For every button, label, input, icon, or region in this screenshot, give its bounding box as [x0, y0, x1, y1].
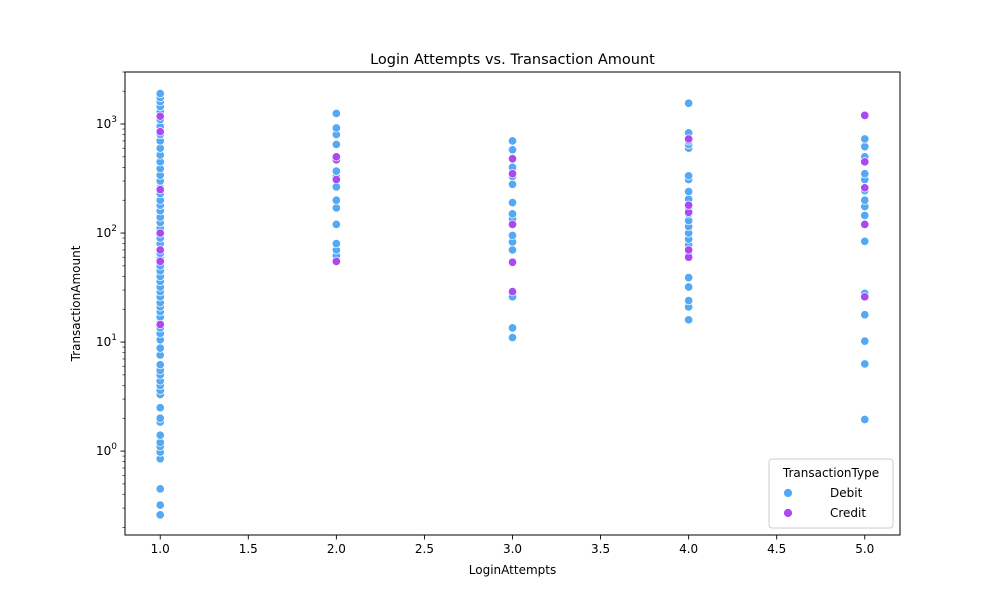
debit-point [507, 245, 518, 255]
y-tick-label: 100 [96, 442, 117, 458]
x-tick-label: 4.5 [767, 542, 786, 556]
x-axis-label: LoginAttempts [469, 563, 556, 577]
x-tick-label: 1.5 [239, 542, 258, 556]
debit-point [155, 360, 165, 370]
legend-box [768, 458, 894, 529]
legend-marker-debit [783, 488, 793, 498]
x-axis: 1.0 1.5 2.0 2.5 3.0 3.5 4.0 4.5 5.0 [151, 535, 874, 556]
credit-point [155, 256, 165, 266]
debit-point [860, 169, 870, 179]
debit-point [860, 359, 870, 369]
y-tick-label: 102 [96, 224, 117, 240]
y-tick-label: 101 [96, 333, 117, 349]
debit-point [860, 336, 870, 346]
debit-point [507, 136, 518, 146]
credit-point [331, 256, 341, 266]
credit-point [860, 219, 870, 229]
y-axis: 100 101 102 103 [96, 71, 125, 528]
legend-marker-credit [783, 508, 793, 518]
credit-point [507, 169, 518, 179]
debit-point [331, 166, 341, 176]
debit-point [331, 239, 341, 249]
credit-point [155, 185, 165, 195]
debit-point [860, 195, 870, 205]
y-axis-label: TransactionAmount [69, 245, 83, 362]
debit-point [331, 123, 341, 133]
credit-point [860, 292, 870, 302]
x-tick-label: 4.0 [679, 542, 698, 556]
credit-point [155, 228, 165, 238]
debit-point [331, 203, 341, 213]
debit-point [155, 89, 165, 99]
debit-point [684, 98, 694, 108]
debit-point [507, 179, 518, 189]
credit-point [860, 157, 870, 167]
credit-point [155, 127, 165, 137]
debit-point [860, 134, 870, 144]
credit-point [331, 152, 341, 162]
debit-point [155, 510, 165, 520]
debit-point [684, 296, 694, 306]
debit-point [331, 219, 341, 229]
x-tick-label: 1.0 [151, 542, 170, 556]
debit-point [507, 209, 518, 219]
legend: TransactionType Debit Credit [768, 458, 894, 529]
debit-point [684, 187, 694, 197]
x-tick-label: 3.5 [591, 542, 610, 556]
debit-point [860, 210, 870, 220]
debit-point [155, 343, 165, 353]
y-tick-label: 103 [96, 115, 117, 131]
debit-point [860, 310, 870, 320]
debit-point [507, 145, 518, 155]
debit-point [507, 323, 518, 333]
debit-point [155, 500, 165, 510]
debit-point [684, 315, 694, 325]
credit-point [684, 200, 694, 210]
debit-point [155, 413, 165, 423]
credit-point [684, 245, 694, 255]
debit-point [860, 414, 870, 425]
debit-point [860, 142, 870, 152]
debit-point [331, 139, 341, 149]
credit-point [331, 174, 341, 185]
credit-point [507, 219, 518, 229]
legend-label-debit: Debit [830, 486, 863, 500]
credit-point [155, 111, 165, 121]
legend-title: TransactionType [782, 466, 879, 480]
credit-point [507, 154, 518, 164]
x-tick-label: 2.0 [327, 542, 346, 556]
debit-point [684, 282, 694, 292]
credit-point [155, 245, 165, 255]
x-tick-label: 3.0 [503, 542, 522, 556]
credit-point [860, 110, 870, 120]
credit-point [507, 287, 518, 297]
debit-point [331, 195, 341, 205]
x-tick-label: 2.5 [415, 542, 434, 556]
chart-title: Login Attempts vs. Transaction Amount [370, 52, 655, 68]
debit-point [684, 171, 694, 181]
credit-point [684, 134, 694, 144]
debit-point [155, 430, 165, 440]
x-tick-label: 5.0 [855, 542, 874, 556]
debit-point [331, 108, 341, 118]
debit-point [507, 198, 518, 208]
points-layer [155, 89, 870, 520]
debit-point [507, 333, 518, 343]
credit-point [507, 257, 518, 267]
debit-point [684, 273, 694, 283]
debit-point [860, 236, 870, 246]
debit-point [155, 403, 165, 413]
debit-point [507, 230, 518, 241]
credit-point [860, 183, 870, 193]
credit-point [155, 319, 165, 330]
legend-label-credit: Credit [830, 506, 866, 520]
debit-point [155, 484, 165, 494]
